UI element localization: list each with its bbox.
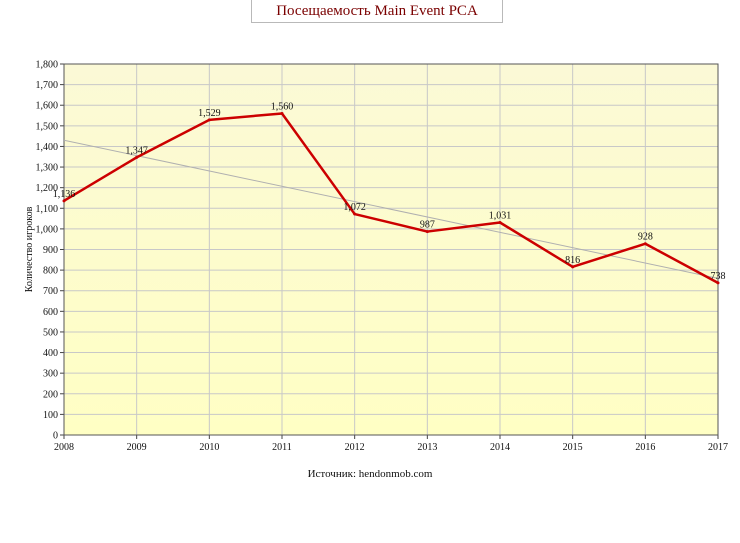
x-tick-label: 2012 bbox=[345, 442, 365, 453]
series-line bbox=[63, 112, 719, 284]
data-point bbox=[62, 199, 66, 203]
data-label: 1,347 bbox=[125, 145, 148, 156]
data-label: 1,136 bbox=[53, 189, 76, 200]
y-tick-label: 1,400 bbox=[36, 142, 59, 153]
chart-title: Посещаемость Main Event PCA bbox=[276, 3, 478, 19]
y-tick-label: 1,600 bbox=[36, 101, 59, 112]
plot-border bbox=[63, 63, 719, 436]
data-point bbox=[207, 118, 211, 122]
y-tick-label: 900 bbox=[43, 245, 58, 256]
y-tick-label: 1,700 bbox=[36, 80, 59, 91]
y-tick-label: 1,800 bbox=[36, 60, 59, 71]
data-labels: 1,136 1,347 1,529 1,560 1,072 987 1,031 816 928 7… bbox=[53, 101, 726, 281]
x-tick-label: 2013 bbox=[417, 442, 437, 453]
y-tick-label: 800 bbox=[43, 266, 58, 277]
y-tick-label: 200 bbox=[43, 389, 58, 400]
y-tick-label: 700 bbox=[43, 286, 58, 297]
data-point bbox=[643, 242, 647, 246]
y-tick-label: 100 bbox=[43, 410, 58, 421]
data-label: 987 bbox=[420, 220, 435, 231]
y-tick-label: 600 bbox=[43, 307, 58, 318]
y-tick-label: 1,200 bbox=[36, 183, 59, 194]
data-point bbox=[135, 155, 139, 159]
x-tick-label: 2008 bbox=[54, 442, 74, 453]
data-point bbox=[425, 230, 429, 234]
data-label: 1,529 bbox=[198, 108, 221, 119]
y-tick-label: 0 bbox=[53, 431, 58, 442]
x-tick-label: 2010 bbox=[199, 442, 219, 453]
y-tick-label: 500 bbox=[43, 327, 58, 338]
tick-labels: 01002003004005006007008009001,0001,1001,… bbox=[36, 60, 729, 454]
data-label: 738 bbox=[711, 271, 726, 282]
data-label: 1,072 bbox=[343, 202, 366, 213]
y-tick-label: 1,300 bbox=[36, 163, 59, 174]
y-tick-label: 300 bbox=[43, 369, 58, 380]
chart-title-box: Посещаемость Main Event PCA bbox=[251, 0, 503, 23]
data-point bbox=[571, 265, 575, 269]
x-tick-label: 2011 bbox=[272, 442, 292, 453]
x-tick-label: 2015 bbox=[563, 442, 583, 453]
source-note: Источник: hendonmob.com bbox=[307, 468, 433, 480]
data-point bbox=[498, 220, 502, 224]
data-label: 928 bbox=[638, 232, 653, 243]
data-label: 816 bbox=[565, 255, 580, 266]
series-group bbox=[62, 111, 720, 285]
axes bbox=[60, 63, 719, 439]
data-point bbox=[716, 281, 720, 285]
x-tick-label: 2017 bbox=[708, 442, 728, 453]
x-tick-label: 2016 bbox=[635, 442, 655, 453]
y-tick-label: 1,500 bbox=[36, 121, 59, 132]
data-point bbox=[353, 212, 357, 216]
data-point bbox=[280, 111, 284, 115]
y-tick-label: 400 bbox=[43, 348, 58, 359]
x-tick-label: 2009 bbox=[127, 442, 147, 453]
x-tick-label: 2014 bbox=[490, 442, 510, 453]
y-tick-label: 1,100 bbox=[36, 204, 59, 215]
y-tick-label: 1,000 bbox=[36, 224, 59, 235]
data-label: 1,560 bbox=[271, 101, 294, 112]
y-axis-title: Количество игроков bbox=[24, 206, 35, 292]
grid-lines bbox=[63, 63, 719, 436]
data-label: 1,031 bbox=[489, 210, 512, 221]
